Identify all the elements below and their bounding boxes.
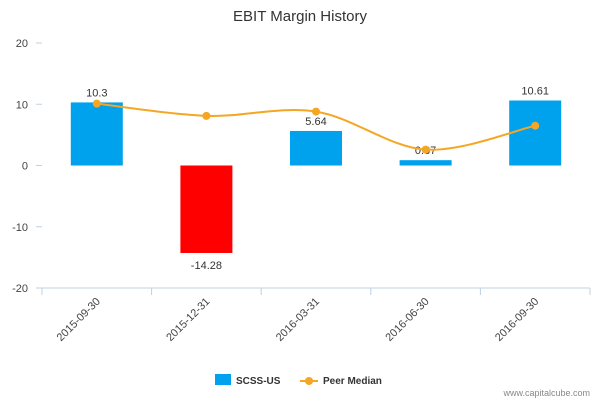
peer-median-point[interactable] — [92, 99, 101, 108]
y-tick-label: -20 — [12, 283, 28, 295]
y-tick-label: 10 — [16, 99, 28, 111]
watermark: www.capitalcube.com — [502, 388, 590, 398]
bar-data-label: 5.64 — [305, 116, 326, 128]
peer-median-point[interactable] — [421, 145, 430, 154]
y-tick-label: -10 — [12, 222, 28, 234]
x-tick-label: 2015-12-31 — [164, 296, 212, 344]
bar[interactable] — [290, 130, 342, 166]
bar[interactable] — [180, 165, 233, 253]
bar[interactable] — [399, 160, 452, 166]
x-tick-label: 2016-03-31 — [274, 296, 322, 344]
y-tick-label: 0 — [22, 161, 28, 173]
peer-median-point[interactable] — [531, 121, 540, 130]
y-tick-label: 20 — [16, 38, 28, 50]
bar[interactable] — [509, 100, 562, 166]
legend-swatch-bar — [215, 374, 231, 385]
x-tick-label: 2015-09-30 — [55, 296, 103, 344]
peer-median-point[interactable] — [312, 107, 320, 116]
legend-label-line: Peer Median — [323, 376, 382, 387]
bar-data-label: -14.28 — [191, 260, 222, 272]
bar-data-label: 10.61 — [521, 86, 549, 98]
legend-label-bar: SCSS-US — [236, 376, 281, 387]
chart-title: EBIT Margin History — [233, 8, 367, 25]
y-axis: -20 -10 0 10 20 — [12, 38, 42, 295]
legend: SCSS-US Peer Median — [215, 374, 382, 387]
peer-median-series — [92, 99, 540, 154]
x-tick-label: 2016-06-30 — [383, 296, 431, 344]
x-tick-label: 2016-09-30 — [493, 296, 541, 344]
bar[interactable] — [70, 102, 123, 166]
peer-median-point[interactable] — [202, 111, 211, 120]
bar-series — [70, 100, 562, 253]
x-axis: 2015-09-30 2015-12-31 2016-03-31 2016-06-30… — [41, 287, 591, 344]
bar-data-label: 10.3 — [86, 87, 107, 99]
legend-swatch-marker — [305, 377, 313, 385]
